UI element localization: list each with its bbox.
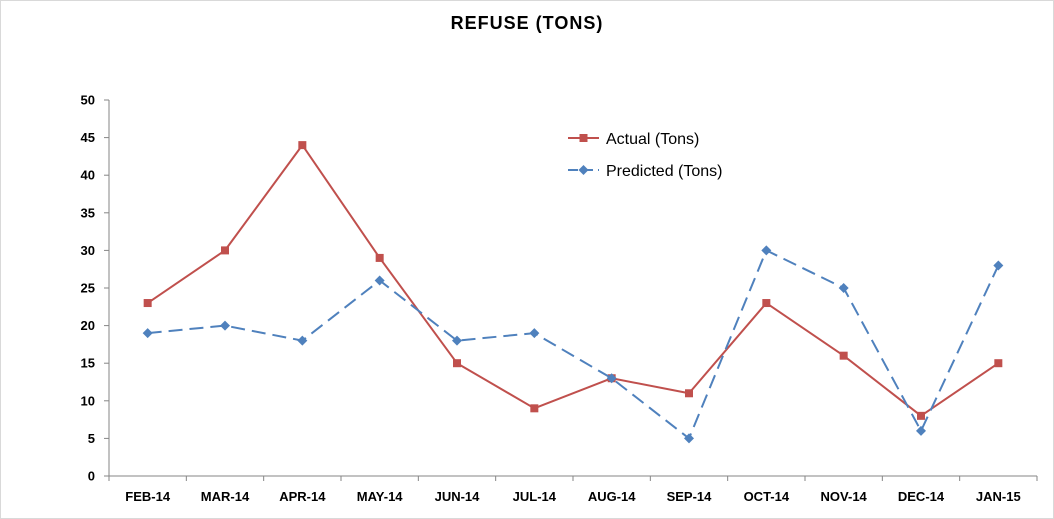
- y-tick-label: 25: [81, 281, 95, 296]
- x-tick-label: APR-14: [279, 489, 326, 504]
- data-point-marker: [529, 328, 540, 339]
- data-point-marker: [993, 260, 1004, 271]
- data-point-marker: [684, 433, 694, 444]
- y-tick-label: 40: [81, 168, 95, 183]
- y-tick-label: 10: [81, 393, 95, 408]
- data-point-marker: [220, 320, 230, 331]
- x-tick-label: DEC-14: [898, 489, 945, 504]
- y-tick-label: 50: [81, 93, 95, 108]
- x-tick-label: NOV-14: [821, 489, 868, 504]
- legend-marker: [578, 165, 589, 175]
- x-tick-label: FEB-14: [125, 489, 171, 504]
- data-point-marker: [994, 359, 1003, 368]
- x-tick-label: JUN-14: [435, 489, 481, 504]
- data-point-marker: [838, 283, 849, 293]
- legend: Actual (Tons) Predicted (Tons): [568, 131, 723, 180]
- data-point-marker: [453, 359, 461, 368]
- data-point-marker: [452, 335, 462, 346]
- y-tick-label: 20: [81, 318, 95, 333]
- data-point-marker: [221, 246, 229, 255]
- data-point-marker: [374, 275, 385, 286]
- x-tick-label: OCT-14: [744, 489, 790, 504]
- x-tick-label: MAY-14: [357, 489, 404, 504]
- data-point-marker: [917, 411, 925, 420]
- y-tick-label: 45: [81, 130, 95, 145]
- x-tick-label: JUL-14: [513, 489, 557, 504]
- x-tick-label: JAN-15: [976, 489, 1021, 504]
- data-point-marker: [297, 335, 308, 346]
- data-point-marker: [761, 245, 772, 256]
- data-point-marker: [916, 425, 926, 436]
- data-point-marker: [685, 389, 693, 398]
- x-tick-label: SEP-14: [667, 489, 713, 504]
- legend-item-actual: Actual (Tons): [568, 131, 699, 148]
- series-line: [147, 249, 1000, 440]
- data-point-marker: [530, 404, 539, 413]
- y-tick-label: 35: [81, 205, 95, 220]
- data-point-marker: [606, 373, 617, 384]
- y-tick-label: 0: [88, 469, 95, 484]
- data-point-marker: [142, 328, 153, 339]
- data-point-marker: [143, 299, 152, 308]
- x-tick-label: AUG-14: [588, 489, 636, 504]
- series-predicted: [142, 245, 1004, 444]
- legend-marker: [579, 134, 588, 142]
- x-tick-label: MAR-14: [201, 489, 250, 504]
- series-line: [147, 144, 999, 417]
- legend-label: Actual (Tons): [606, 131, 699, 148]
- y-tick-label: 5: [88, 431, 95, 446]
- legend-label: Predicted (Tons): [606, 163, 723, 180]
- chart-title: REFUSE (TONS): [450, 13, 604, 33]
- data-point-marker: [375, 253, 384, 262]
- series-actual: [143, 141, 1003, 420]
- y-tick-label: 15: [81, 356, 95, 371]
- data-point-marker: [839, 351, 848, 360]
- data-point-marker: [762, 299, 771, 308]
- data-point-marker: [298, 141, 307, 150]
- y-tick-label: 30: [81, 243, 95, 258]
- axes: 0 5 10 15 20 25 30 35 40 45 50 FEB-14 MAR-14 APR-14 MA…: [81, 93, 1038, 504]
- legend-item-predicted: Predicted (Tons): [568, 163, 723, 180]
- series-layer: [142, 141, 1004, 444]
